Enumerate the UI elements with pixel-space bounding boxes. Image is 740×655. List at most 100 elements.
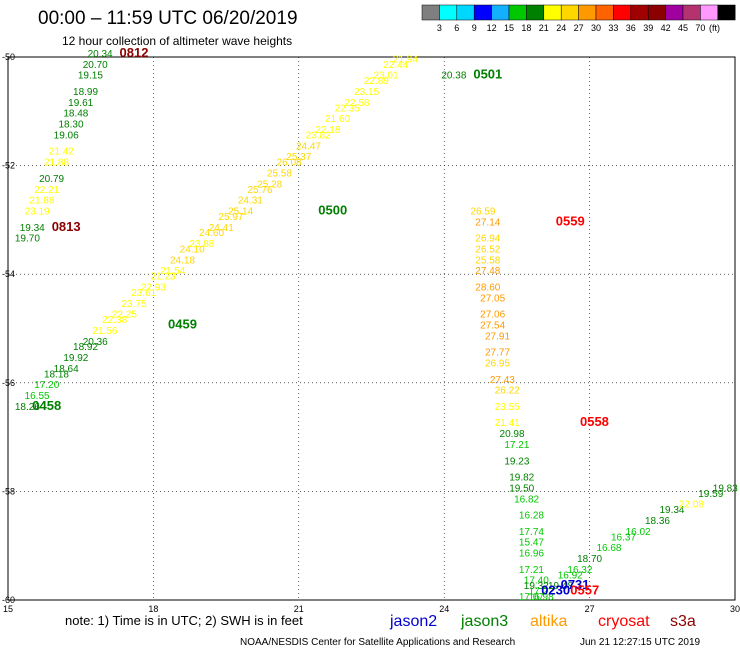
colorbar-swatch [630,4,649,21]
wave-height-point: 17.20 [34,380,59,391]
wave-height-point: 19.32 [524,581,549,592]
wave-height-point: 18.30 [58,120,83,131]
wave-height-point: 17.74 [519,527,544,538]
wave-height-point: 19.61 [68,98,93,109]
wave-height-point: 24.47 [296,141,321,152]
wave-height-point: 16.37 [611,532,636,543]
wave-height-point: 26.52 [475,244,500,255]
wave-height-point: 25.28 [257,179,282,190]
wave-height-point: 26.08 [277,158,302,169]
wave-height-point: 18.18 [44,369,69,380]
wave-height-point: 16.28 [519,511,544,522]
pass-time-label: 0813 [52,219,81,234]
wave-height-point: 20.70 [83,60,108,71]
wave-height-point: 19.15 [78,71,103,82]
wave-height-point: 19.82 [509,473,534,484]
wave-height-point: 25.97 [218,212,243,223]
wave-height-point: 27.91 [485,331,510,342]
colorbar-label: 36 [626,23,636,33]
wave-height-point: 27.77 [485,348,510,359]
y-tick-label: -60 [2,595,15,605]
wave-height-point: 16.92 [558,570,583,581]
wave-height-point: 21.88 [29,196,54,207]
wave-height-point: 18.92 [73,342,98,353]
wave-height-point: 15.47 [519,538,544,549]
wave-height-point: 17.21 [504,440,529,451]
colorbar-swatch [682,4,701,21]
colorbar-label: 33 [608,23,618,33]
wave-height-point: 16.98 [529,592,554,603]
wave-height-point: 23.01 [374,71,399,82]
wave-height-point: 22.18 [315,125,340,136]
wave-height-point: 23.55 [495,402,520,413]
colorbar-label: 9 [472,23,477,33]
legend-jason2: jason2 [389,613,437,630]
wave-height-point: 24.10 [180,244,205,255]
y-tick-label: -50 [2,52,15,62]
colorbar-swatch [421,4,440,21]
x-tick-label: 30 [730,604,740,614]
y-tick-label: -52 [2,161,15,171]
wave-height-point: 20.36 [83,337,108,348]
y-tick-label: -56 [2,378,15,388]
wave-height-point: 21.41 [495,418,520,429]
x-tick-label: 15 [3,604,13,614]
wave-height-point: 28.60 [475,282,500,293]
wave-height-point: 23.75 [121,299,146,310]
colorbar-label: 42 [661,23,671,33]
wave-height-point: 18.99 [73,87,98,98]
colorbar-swatch [578,4,597,21]
wave-height-point: 25.76 [248,185,273,196]
colorbar-label: 12 [487,23,497,33]
wave-height-point: 25.14 [228,206,253,217]
legend-cryosat: cryosat [598,613,650,630]
wave-height-point: 16.68 [596,543,621,554]
colorbar-swatch [526,4,545,21]
y-tick-labels: -50 -52 -54 -56 -58 -60 [2,52,15,605]
colorbar-swatch [560,4,579,21]
x-tick-labels: 15 18 21 24 27 30 [3,604,740,614]
y-tick-label: -58 [2,486,15,496]
wave-height-point: 17.07 [519,592,544,603]
colorbar-label: 27 [574,23,584,33]
wave-height-point: 21.94 [393,54,418,65]
pass-time-label: 0500 [318,202,347,217]
pass-time-label: 0558 [580,414,609,429]
footer-credit: NOAA/NESDIS Center for Satellite Applica… [240,637,515,648]
wave-height-point: 22.21 [34,185,59,196]
wave-height-point: 19.50 [509,483,534,494]
wave-height-point: 23.82 [306,130,331,141]
wave-height-point: 27.14 [475,217,500,228]
wave-height-point: 21.54 [160,266,185,277]
wave-height-point: 21.23 [151,272,176,283]
wave-height-point: 16.96 [519,549,544,560]
wave-height-point: 21.42 [49,147,74,158]
wave-height-point: 21.60 [325,114,350,125]
plot-area [7,56,736,601]
x-tick-label: 18 [148,604,158,614]
wave-height-point: 22.35 [335,103,360,114]
colorbar-label: 18 [521,23,531,33]
colorbar-label: 21 [539,23,549,33]
y-tick-label: -54 [2,269,15,279]
pass-time-label: 0458 [32,398,61,413]
colorbar-swatch [439,4,458,21]
wave-height-point: 18.70 [577,554,602,565]
wave-height-point: 17.21 [519,565,544,576]
wave-height-point: 25.58 [475,255,500,266]
wave-height-point: 27.48 [475,266,500,277]
wave-height-point: 16.02 [626,527,651,538]
wave-height-point: 22.89 [364,76,389,87]
colorbar-swatch [700,4,719,21]
wave-height-point: 20.34 [88,49,113,60]
wave-height-point: 27.54 [480,321,505,332]
pass-time-label: 0459 [168,317,197,332]
colorbar-swatch [613,4,632,21]
wave-height-point: 20.38 [441,71,466,82]
footer-note: note: 1) Time is in UTC; 2) SWH is in fe… [65,613,303,628]
wave-height-point: 18.64 [54,364,79,375]
wave-height-point: 26.22 [495,386,520,397]
wave-height-point: 23.61 [131,288,156,299]
colorbar-label: 15 [504,23,514,33]
